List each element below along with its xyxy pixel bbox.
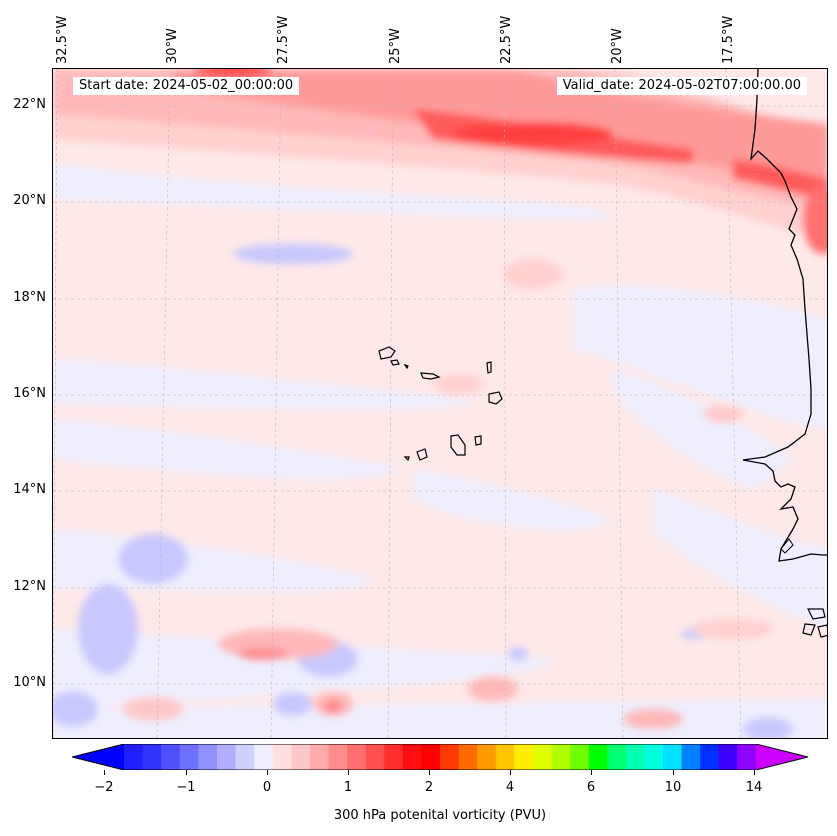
colorbar-swatch xyxy=(644,744,664,770)
lon-label-27-5w: 27.5°W xyxy=(276,15,291,64)
lat-label-12n: 12°N xyxy=(13,579,46,594)
bijagos-islands xyxy=(802,608,827,638)
colorbar-tick-label: 2 xyxy=(424,780,434,795)
colorbar-swatch xyxy=(347,744,367,770)
colorbar-swatch xyxy=(570,744,590,770)
colorbar-swatch xyxy=(458,744,478,770)
colorbar-extend-max xyxy=(756,744,808,770)
colorbar-tickmark xyxy=(348,770,349,775)
cape-verde-islands xyxy=(378,346,503,462)
colorbar-tick-label: 14 xyxy=(745,780,763,795)
africa-coastline xyxy=(742,69,827,562)
colorbar-swatch xyxy=(384,744,404,770)
colorbar-swatch xyxy=(254,744,274,770)
colorbar-swatch xyxy=(365,744,385,770)
lat-label-18n: 18°N xyxy=(13,290,46,305)
colorbar-swatch xyxy=(681,744,701,770)
colorbar-swatch xyxy=(291,744,311,770)
colorbar-tickmark xyxy=(186,770,187,775)
colorbar-swatch xyxy=(328,744,348,770)
colorbar-swatch xyxy=(551,744,571,770)
colorbar-swatch xyxy=(718,744,739,770)
colorbar-swatch xyxy=(179,744,199,770)
lon-label-20w: 20°W xyxy=(610,28,625,64)
pv-jet-band xyxy=(53,69,827,254)
colorbar-swatch xyxy=(309,744,330,770)
lat-label-10n: 10°N xyxy=(13,675,46,690)
colorbar-swatch xyxy=(495,744,515,770)
lon-label-30w: 30°W xyxy=(165,28,180,64)
valid-date-label: Valid_date: 2024-05-02T07:00:00.00 xyxy=(556,77,807,95)
colorbar-extend-min xyxy=(72,744,124,770)
colorbar-tickmark xyxy=(754,770,755,775)
lon-label-22-5w: 22.5°W xyxy=(499,15,514,64)
colorbar-swatch xyxy=(737,744,757,770)
coastline-detail xyxy=(780,538,794,554)
colorbar-tick-label: 0 xyxy=(262,780,272,795)
colorbar-swatch xyxy=(235,744,255,770)
colorbar-tick-label: 10 xyxy=(664,780,682,795)
colorbar-title: 300 hPa potenital vorticity (PVU) xyxy=(333,808,547,823)
lat-label-20n: 20°N xyxy=(13,193,46,208)
colorbar-swatch xyxy=(124,744,144,770)
colorbar-graphic xyxy=(71,743,809,771)
lon-label-25w: 25°W xyxy=(388,28,403,64)
colorbar-swatch xyxy=(607,744,627,770)
colorbar-tickmark xyxy=(267,770,268,775)
pv-negative-regions xyxy=(53,164,827,738)
colorbar-swatch xyxy=(625,744,646,770)
pv-field xyxy=(53,69,827,738)
colorbar-tick-label: 1 xyxy=(343,780,353,795)
colorbar-tickmark xyxy=(429,770,430,775)
colorbar-tick-label: −2 xyxy=(94,780,114,795)
start-date-label: Start date: 2024-05-02_00:00:00 xyxy=(73,77,300,95)
pv-map-panel: Start date: 2024-05-02_00:00:00 Valid_da… xyxy=(52,68,828,739)
colorbar-tickmark xyxy=(104,770,105,775)
colorbar-swatch xyxy=(142,744,162,770)
colorbar-swatch xyxy=(440,744,460,770)
colorbar-swatch xyxy=(421,744,441,770)
colorbar-swatch xyxy=(532,744,553,770)
lat-label-14n: 14°N xyxy=(13,482,46,497)
colorbar-swatch xyxy=(700,744,720,770)
colorbar-swatch xyxy=(514,744,534,770)
colorbar-swatch xyxy=(272,744,292,770)
lon-label-32-5w: 32.5°W xyxy=(55,15,70,64)
colorbar-tick-label: −1 xyxy=(176,780,196,795)
lat-label-16n: 16°N xyxy=(13,386,46,401)
colorbar-swatch xyxy=(477,744,497,770)
pv-positive-patches xyxy=(123,259,773,729)
colorbar-tickmark xyxy=(673,770,674,775)
colorbar xyxy=(71,743,809,771)
colorbar-swatch xyxy=(663,744,683,770)
colorbar-tick-label: 6 xyxy=(586,780,596,795)
colorbar-swatch xyxy=(216,744,237,770)
colorbar-tickmark xyxy=(510,770,511,775)
colorbar-tick-label: 4 xyxy=(505,780,515,795)
colorbar-swatch xyxy=(588,744,608,770)
colorbar-swatch xyxy=(402,744,423,770)
colorbar-tickmark xyxy=(591,770,592,775)
colorbar-swatch xyxy=(161,744,181,770)
lat-label-22n: 22°N xyxy=(13,97,46,112)
lon-label-17-5w: 17.5°W xyxy=(721,15,736,64)
graticule xyxy=(53,69,827,738)
colorbar-swatch xyxy=(198,744,218,770)
